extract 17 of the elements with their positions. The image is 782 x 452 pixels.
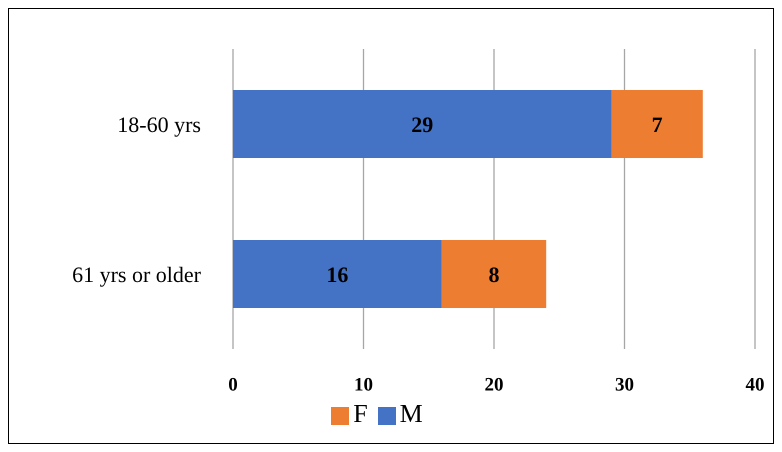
- bar: [233, 240, 442, 308]
- legend-label: F: [353, 399, 368, 428]
- x-tick-label: 30: [615, 374, 634, 396]
- bar: [442, 240, 546, 308]
- data-label: 16: [326, 262, 348, 287]
- y-tick-label: 61 yrs or older: [72, 262, 202, 287]
- x-tick-label: 0: [228, 374, 238, 396]
- legend-label: M: [400, 399, 423, 428]
- data-label: 7: [652, 112, 663, 137]
- x-tick-label: 10: [354, 374, 373, 396]
- data-label: 29: [411, 112, 434, 137]
- x-tick-label: 40: [746, 374, 764, 396]
- bar: [233, 90, 612, 158]
- y-tick-label: 18-60 yrs: [117, 112, 201, 137]
- data-label: 8: [488, 262, 500, 287]
- x-tick-label: 20: [484, 374, 504, 396]
- bar: [611, 90, 703, 158]
